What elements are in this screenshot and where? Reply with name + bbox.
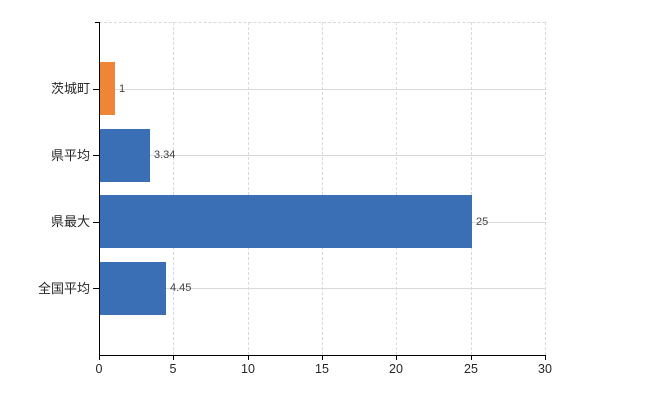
x-axis [99, 355, 546, 356]
grid-line-horizontal [99, 288, 545, 289]
y-axis-top-tick [95, 22, 99, 23]
plot-top-border [99, 22, 545, 23]
grid-line-vertical [396, 22, 398, 355]
x-tick-label: 30 [538, 362, 552, 376]
x-tick-label: 25 [464, 362, 478, 376]
x-tick-label: 0 [95, 362, 103, 376]
grid-line-vertical [247, 22, 249, 355]
grid-line-horizontal [99, 89, 545, 90]
bar-1 [100, 62, 115, 115]
bar-value-label: 25 [476, 216, 489, 228]
bar-2 [100, 129, 150, 182]
bar-value-label: 3.34 [154, 149, 176, 161]
grid-line-vertical [173, 22, 175, 355]
x-tick-label: 5 [169, 362, 177, 376]
category-label: 全国平均 [37, 281, 90, 296]
x-axis-tick [545, 356, 546, 360]
bar-value-label: 4.45 [170, 282, 192, 294]
grid-line-vertical [322, 22, 323, 355]
category-label: 県最大 [50, 214, 90, 229]
y-axis-tick [93, 222, 99, 223]
x-tick-label: 20 [389, 362, 403, 376]
bar-4 [100, 262, 166, 315]
x-tick-label: 15 [315, 362, 329, 376]
x-axis-tick [322, 356, 323, 360]
x-axis-tick [471, 356, 472, 360]
x-axis-tick [396, 356, 397, 360]
y-axis-tick [93, 155, 99, 156]
grid-line-vertical [470, 22, 472, 355]
category-label: 県平均 [50, 148, 90, 163]
y-axis [99, 22, 100, 360]
x-axis-tick [99, 356, 100, 360]
y-axis-tick [93, 89, 99, 90]
bar-3 [100, 195, 472, 248]
x-axis-tick [248, 356, 249, 360]
y-axis-tick [93, 288, 99, 289]
category-label: 茨城町 [50, 81, 90, 96]
grid-line-horizontal [99, 155, 545, 156]
x-axis-tick [173, 356, 174, 360]
bar-value-label: 1 [119, 83, 126, 95]
grid-line-vertical [545, 22, 546, 355]
x-tick-label: 10 [241, 362, 255, 376]
